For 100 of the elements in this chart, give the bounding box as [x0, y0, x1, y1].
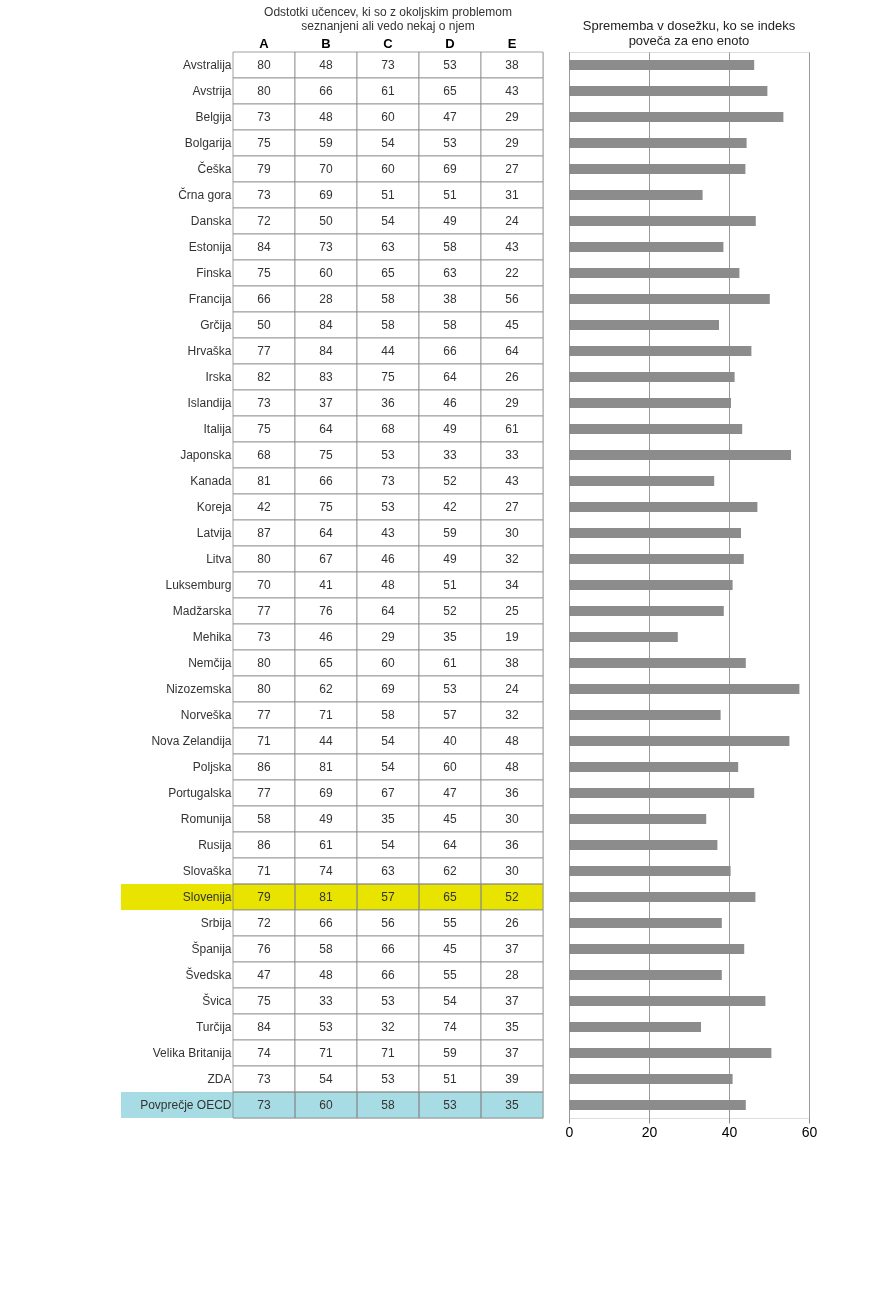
data-label: 68	[381, 422, 395, 436]
data-label: 41	[319, 578, 333, 592]
data-label: 71	[319, 1046, 333, 1060]
data-label: 51	[381, 188, 395, 202]
data-label: 29	[505, 136, 519, 150]
x-tick-label: A	[259, 35, 270, 51]
data-label: 60	[381, 162, 395, 176]
x-tick-label: B	[321, 35, 331, 51]
data-label: 84	[257, 1020, 271, 1034]
data-label: 53	[443, 1098, 457, 1112]
y-tick-label: Japonska	[180, 448, 232, 462]
data-label: 80	[257, 84, 271, 98]
data-label: 37	[505, 942, 519, 956]
data-label: 66	[319, 916, 333, 930]
data-label: 48	[319, 58, 333, 72]
data-label: 32	[381, 1020, 395, 1034]
data-label: 84	[257, 240, 271, 254]
data-label: 38	[505, 58, 519, 72]
data-label: 58	[381, 1098, 395, 1112]
data-label: 50	[319, 214, 333, 228]
y-tick-label: Kanada	[190, 474, 232, 488]
data-label: 48	[319, 110, 333, 124]
bar	[569, 268, 740, 278]
data-label: 53	[443, 682, 457, 696]
bar	[569, 736, 790, 746]
y-tick-label: Povprečje OECD	[140, 1098, 232, 1112]
y-tick-label: Portugalska	[168, 786, 232, 800]
data-label: 66	[381, 968, 395, 982]
data-label: 71	[319, 708, 333, 722]
data-label: 74	[443, 1020, 457, 1034]
data-label: 38	[443, 292, 457, 306]
data-label: 35	[505, 1020, 519, 1034]
data-label: 60	[381, 110, 395, 124]
bar	[569, 190, 703, 200]
data-label: 64	[443, 370, 457, 384]
data-label: 80	[257, 58, 271, 72]
bar	[569, 970, 722, 980]
data-label: 60	[443, 760, 457, 774]
data-label: 73	[257, 188, 271, 202]
bar	[569, 476, 715, 486]
data-label: 69	[319, 786, 333, 800]
data-label: 37	[505, 1046, 519, 1060]
data-label: 72	[257, 214, 271, 228]
data-label: 69	[319, 188, 333, 202]
data-label: 54	[443, 994, 457, 1008]
bar	[569, 424, 743, 434]
bar	[569, 892, 756, 902]
data-label: 67	[319, 552, 333, 566]
data-label: 43	[381, 526, 395, 540]
y-tick-label: Norveška	[180, 708, 232, 722]
data-label: 33	[319, 994, 333, 1008]
data-label: 77	[257, 786, 271, 800]
data-label: 65	[443, 84, 457, 98]
data-label: 81	[319, 760, 333, 774]
bar	[569, 580, 733, 590]
data-label: 63	[443, 266, 457, 280]
chart-title: Odstotki učencev, ki so z okoljskim problemom seznanjeni ali vedo nekaj o njem	[264, 5, 512, 33]
data-label: 49	[443, 422, 457, 436]
data-label: 84	[319, 344, 333, 358]
data-label: 52	[505, 890, 519, 904]
data-label: 39	[505, 1072, 519, 1086]
data-label: 64	[319, 526, 333, 540]
data-label: 28	[319, 292, 333, 306]
data-label: 63	[381, 864, 395, 878]
y-tick-label: Bolgarija	[184, 136, 232, 150]
y-tick-label: Nizozemska	[166, 682, 232, 696]
data-label: 60	[319, 1098, 333, 1112]
data-label: 53	[443, 58, 457, 72]
data-label: 62	[319, 682, 333, 696]
data-label: 69	[381, 682, 395, 696]
data-label: 65	[381, 266, 395, 280]
data-label: 46	[319, 630, 333, 644]
data-label: 19	[505, 630, 519, 644]
data-label: 65	[319, 656, 333, 670]
data-label: 32	[505, 708, 519, 722]
data-label: 47	[443, 786, 457, 800]
bar	[569, 60, 755, 70]
data-label: 51	[443, 578, 457, 592]
data-label: 62	[443, 864, 457, 878]
bar	[569, 554, 744, 564]
data-label: 84	[319, 318, 333, 332]
data-label: 26	[505, 370, 519, 384]
data-label: 75	[319, 448, 333, 462]
data-label: 48	[505, 760, 519, 774]
data-label: 26	[505, 916, 519, 930]
bar	[569, 346, 752, 356]
data-label: 58	[443, 240, 457, 254]
data-label: 73	[257, 630, 271, 644]
data-label: 54	[319, 1072, 333, 1086]
x-tick-label: C	[383, 35, 394, 51]
y-tick-label: Rusija	[198, 838, 232, 852]
y-tick-label: Hrvaška	[187, 344, 232, 358]
data-label: 54	[381, 734, 395, 748]
data-label: 61	[443, 656, 457, 670]
data-label: 76	[257, 942, 271, 956]
data-label: 52	[443, 604, 457, 618]
data-label: 61	[505, 422, 519, 436]
bar	[569, 762, 739, 772]
data-label: 27	[505, 162, 519, 176]
data-label: 46	[381, 552, 395, 566]
